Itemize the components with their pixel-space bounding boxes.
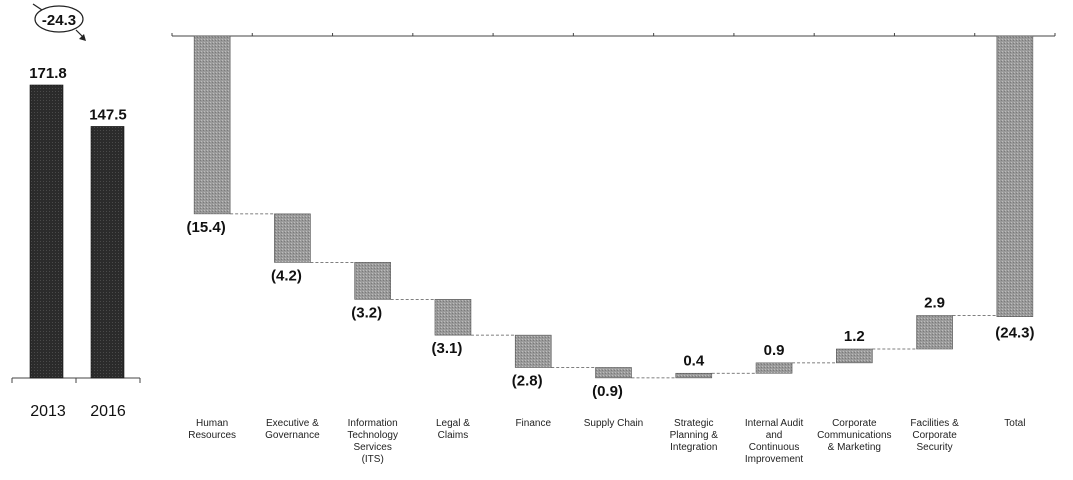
bar-human-resources xyxy=(193,35,231,215)
bar-legal-claims xyxy=(434,299,472,336)
category-label-corporate-communications-marketing: Communications xyxy=(817,430,891,441)
value-label-human-resources: (15.4) xyxy=(187,219,226,236)
category-label-strategic-planning-integration: Strategic xyxy=(674,418,713,429)
category-label-internal-audit-and-continuous-improvement: and xyxy=(766,430,783,441)
bar-supply-chain xyxy=(595,367,632,379)
change-arrow-head xyxy=(79,34,86,41)
bar-2013 xyxy=(29,84,64,379)
value-label-facilities-corporate-security: 2.9 xyxy=(924,295,945,312)
category-label-corporate-communications-marketing: Corporate xyxy=(832,418,877,429)
bar-executive-governance xyxy=(274,213,311,263)
bar-internal-audit-and-continuous-improvement xyxy=(755,362,793,374)
value-label-legal-claims: (3.1) xyxy=(432,340,463,357)
bar-2016 xyxy=(90,126,125,379)
value-label-strategic-planning-integration: 0.4 xyxy=(683,352,705,369)
category-label-corporate-communications-marketing: & Marketing xyxy=(828,442,881,453)
category-label-human-resources: Human xyxy=(196,418,228,429)
change-ellipse xyxy=(34,5,84,33)
category-label-human-resources: Resources xyxy=(188,430,236,441)
bar-information-technology-services-its xyxy=(354,262,391,300)
bar-finance xyxy=(514,334,552,368)
category-label-internal-audit-and-continuous-improvement: Improvement xyxy=(745,454,804,465)
category-label-information-technology-services-its: Services xyxy=(354,442,392,453)
category-label-executive-governance: Executive & xyxy=(266,418,319,429)
category-label-executive-governance: Governance xyxy=(265,430,320,441)
category-label-finance: Finance xyxy=(515,418,551,429)
category-label-supply-chain: Supply Chain xyxy=(584,418,643,429)
category-label-internal-audit-and-continuous-improvement: Continuous xyxy=(749,442,800,453)
category-label-strategic-planning-integration: Integration xyxy=(670,442,717,453)
year-label-2013: 2013 xyxy=(30,403,66,420)
category-label-total: Total xyxy=(1004,418,1025,429)
category-label-information-technology-services-its: Technology xyxy=(347,430,398,441)
category-label-facilities-corporate-security: Security xyxy=(917,442,953,453)
change-label: -24.3 xyxy=(42,12,76,29)
category-label-information-technology-services-its: Information xyxy=(348,418,398,429)
bar-strategic-planning-integration xyxy=(675,372,713,379)
change-arrow-tail xyxy=(32,3,43,11)
value-label-total: (24.3) xyxy=(995,325,1034,342)
value-label-supply-chain: (0.9) xyxy=(592,383,623,400)
category-label-internal-audit-and-continuous-improvement: Internal Audit xyxy=(745,418,804,429)
value-label-information-technology-services-its: (3.2) xyxy=(351,304,382,321)
value-label-finance: (2.8) xyxy=(512,372,543,389)
bar-facilities-corporate-security xyxy=(916,315,953,350)
value-label-2016: 147.5 xyxy=(89,106,127,123)
category-label-facilities-corporate-security: Corporate xyxy=(912,430,957,441)
value-label-2013: 171.8 xyxy=(29,65,67,82)
category-label-legal-claims: Claims xyxy=(438,430,469,441)
value-label-corporate-communications-marketing: 1.2 xyxy=(844,328,865,345)
bar-total xyxy=(996,35,1034,317)
category-label-legal-claims: Legal & xyxy=(436,418,470,429)
left-bar-chart: 171.8 2013 147.5 2016 -24.3 xyxy=(11,3,141,420)
category-label-information-technology-services-its: (ITS) xyxy=(362,454,384,465)
bar-corporate-communications-marketing xyxy=(836,348,873,364)
value-label-internal-audit-and-continuous-improvement: 0.9 xyxy=(764,342,785,359)
value-label-executive-governance: (4.2) xyxy=(271,267,302,284)
category-label-facilities-corporate-security: Facilities & xyxy=(910,418,959,429)
category-label-strategic-planning-integration: Planning & xyxy=(670,430,719,441)
year-label-2016: 2016 xyxy=(90,403,126,420)
